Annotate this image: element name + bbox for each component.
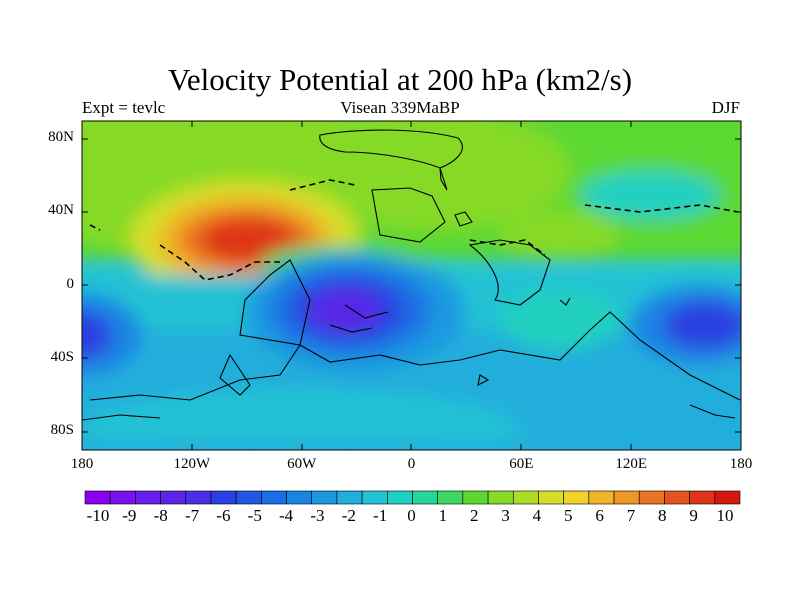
colorbar-label: 1 bbox=[438, 506, 448, 525]
lon-tick-label: 120E bbox=[615, 456, 647, 472]
colorbar-swatch bbox=[387, 490, 413, 505]
colorbar-label: -3 bbox=[310, 506, 325, 525]
period-label: Visean 339MaBP bbox=[340, 98, 460, 117]
plot-title: Velocity Potential at 200 hPa (km2/s) bbox=[167, 62, 633, 97]
colorbar-swatch bbox=[487, 490, 514, 505]
colorbar-label: 2 bbox=[469, 506, 479, 525]
lat-tick-label: 0 bbox=[66, 275, 75, 292]
experiment-label: Expt = tevlc bbox=[82, 98, 166, 117]
shelf-edges bbox=[89, 179, 739, 281]
colorbar-swatch bbox=[512, 490, 539, 505]
lon-tick-label: 120W bbox=[173, 456, 211, 472]
colorbar-swatch bbox=[361, 490, 388, 505]
colorbar-label: -9 bbox=[122, 506, 137, 525]
colorbar-label: -10 bbox=[86, 506, 110, 525]
colorbar-swatch bbox=[664, 490, 690, 505]
colorbar-swatch bbox=[336, 490, 363, 505]
colorbar-swatch bbox=[261, 490, 287, 505]
colorbar-swatch bbox=[613, 490, 640, 505]
lat-tick-label: 40N bbox=[48, 202, 74, 219]
velocity-potential-field bbox=[82, 121, 741, 450]
colorbar-swatch bbox=[638, 490, 665, 505]
colorbar-swatch bbox=[462, 490, 489, 505]
lat-tick-label: 80S bbox=[50, 421, 74, 438]
colorbar-swatch bbox=[563, 490, 590, 505]
colorbar-label: 8 bbox=[658, 506, 667, 525]
colorbar-label: 6 bbox=[595, 506, 604, 525]
lat-tick-label: 80N bbox=[48, 129, 74, 146]
colorbar-label: -2 bbox=[341, 506, 356, 525]
colorbar-swatch bbox=[160, 490, 187, 505]
colorbar-swatch bbox=[210, 490, 237, 505]
colorbar-label: -6 bbox=[216, 506, 231, 525]
tick-marks bbox=[82, 121, 741, 450]
season-label: DJF bbox=[711, 98, 740, 117]
colorbar-label: 0 bbox=[407, 506, 416, 525]
lon-tick-label: 180 bbox=[70, 456, 94, 472]
colorbar-label: -8 bbox=[153, 506, 168, 525]
colorbar-swatch bbox=[538, 490, 564, 505]
colorbar-swatch bbox=[135, 490, 161, 505]
colorbar-label: -5 bbox=[247, 506, 262, 525]
colorbar-swatch bbox=[235, 490, 262, 505]
colorbar-swatch bbox=[84, 490, 111, 505]
lon-tick-label: 0 bbox=[407, 456, 416, 472]
colorbar-swatch bbox=[588, 490, 615, 505]
colorbar-label: 3 bbox=[501, 506, 510, 525]
colorbar-swatch bbox=[185, 490, 212, 505]
colorbar-label: -7 bbox=[184, 506, 200, 525]
lon-tick-label: 60E bbox=[509, 456, 534, 472]
colorbar-swatch bbox=[412, 490, 438, 505]
colorbar-swatch bbox=[311, 490, 338, 505]
colorbar-label: 7 bbox=[626, 506, 636, 525]
colorbar-label: 10 bbox=[716, 506, 734, 525]
colorbar-label: -1 bbox=[373, 506, 388, 525]
colorbar-swatch bbox=[286, 490, 313, 505]
lon-tick-label: 60W bbox=[287, 456, 317, 472]
colorbar-swatch bbox=[109, 490, 136, 505]
colorbar-label: 4 bbox=[532, 506, 542, 525]
colorbar-label: 5 bbox=[564, 506, 573, 525]
colorbar-swatch bbox=[714, 490, 741, 505]
lon-tick-label: 180 bbox=[729, 456, 753, 472]
colorbar bbox=[84, 490, 741, 505]
colorbar-swatch bbox=[437, 490, 464, 505]
colorbar-label: 9 bbox=[689, 506, 698, 525]
colorbar-label: -4 bbox=[279, 506, 294, 525]
lat-tick-label: 40S bbox=[50, 348, 74, 365]
coastlines bbox=[82, 129, 741, 421]
colorbar-swatch bbox=[689, 490, 716, 505]
